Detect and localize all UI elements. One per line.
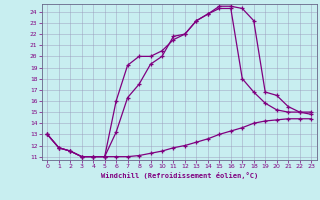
X-axis label: Windchill (Refroidissement éolien,°C): Windchill (Refroidissement éolien,°C) [100,172,258,179]
